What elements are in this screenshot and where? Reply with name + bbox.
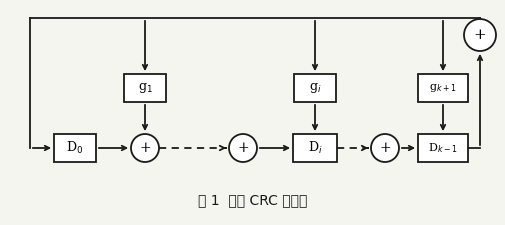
Text: g$_1$: g$_1$	[137, 81, 152, 95]
Bar	[417, 134, 467, 162]
Text: g$_i$: g$_i$	[308, 81, 321, 95]
Circle shape	[131, 134, 159, 162]
Text: +: +	[237, 141, 248, 155]
Text: +: +	[378, 141, 390, 155]
Bar	[292, 134, 336, 162]
Text: D$_{k-1}$: D$_{k-1}$	[428, 141, 457, 155]
Text: 图 1  串行 CRC 编码器: 图 1 串行 CRC 编码器	[198, 193, 307, 207]
Text: +: +	[473, 28, 485, 42]
Bar	[124, 74, 166, 102]
Circle shape	[229, 134, 257, 162]
Circle shape	[463, 19, 495, 51]
Bar	[293, 74, 335, 102]
Text: D$_i$: D$_i$	[307, 140, 322, 156]
Text: D$_0$: D$_0$	[66, 140, 83, 156]
Text: g$_{k+1}$: g$_{k+1}$	[428, 82, 456, 94]
Bar	[54, 134, 96, 162]
Circle shape	[370, 134, 398, 162]
Text: +: +	[139, 141, 150, 155]
Bar	[417, 74, 467, 102]
